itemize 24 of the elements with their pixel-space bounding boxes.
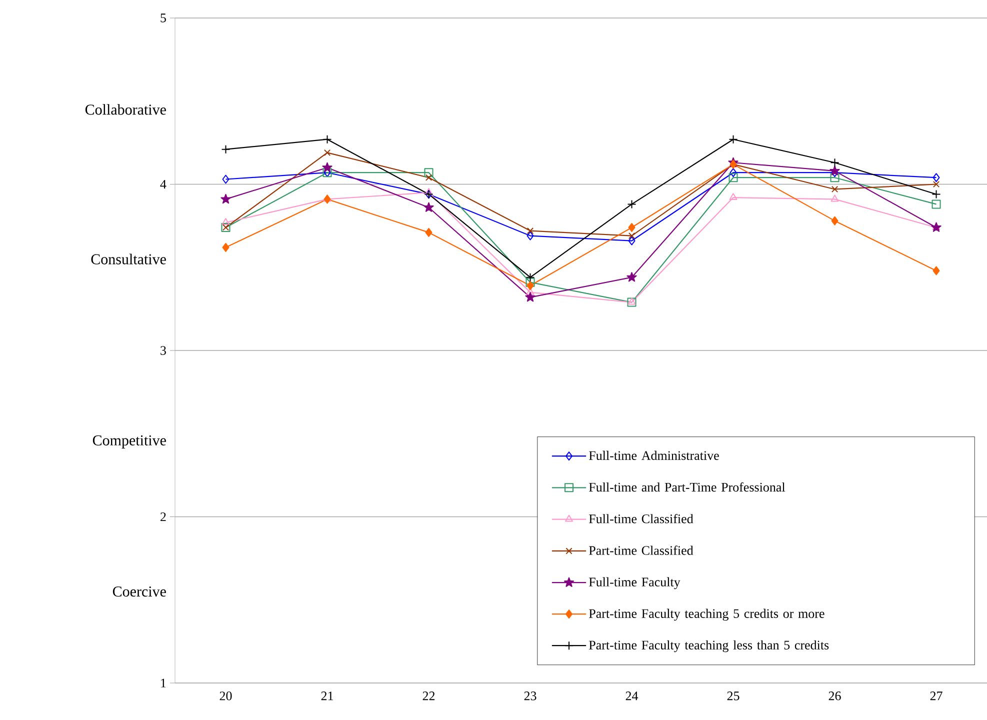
legend-label: Part-time Faculty teaching 5 credits or more (589, 608, 824, 621)
legend-label: Full-time and Part-Time Professional (589, 482, 786, 492)
y-tick-label: 2 (160, 512, 166, 522)
x-tick-label: 20 (220, 692, 232, 700)
y-tick-label: 1 (161, 678, 166, 688)
x-tick-label: 23 (524, 692, 536, 700)
y-tick-label: 3 (160, 346, 166, 355)
legend-label: Full-time Classified (589, 514, 694, 524)
x-tick-label: 27 (930, 692, 942, 700)
legend-label: Full-time Administrative (589, 450, 719, 460)
y-tick-label: 5 (160, 14, 166, 22)
legend-label: Full-time Faculty (589, 577, 680, 590)
x-tick-label: 25 (727, 692, 740, 700)
y-tick-label: Competitive (92, 435, 166, 449)
y-tick-label: Collaborative (85, 104, 166, 115)
x-tick-label: 26 (828, 692, 841, 700)
x-tick-label: 24 (626, 692, 638, 700)
legend-label: Part-time Faculty teaching less than 5 credits (589, 640, 829, 652)
legend-label: Part-time Classified (589, 546, 694, 555)
x-tick-label: 21 (321, 692, 333, 700)
x-tick-label: 22 (422, 692, 435, 700)
y-tick-label: Coercive (112, 586, 166, 597)
y-tick-label: 4 (160, 180, 166, 189)
y-tick-label: Consultative (91, 254, 166, 264)
